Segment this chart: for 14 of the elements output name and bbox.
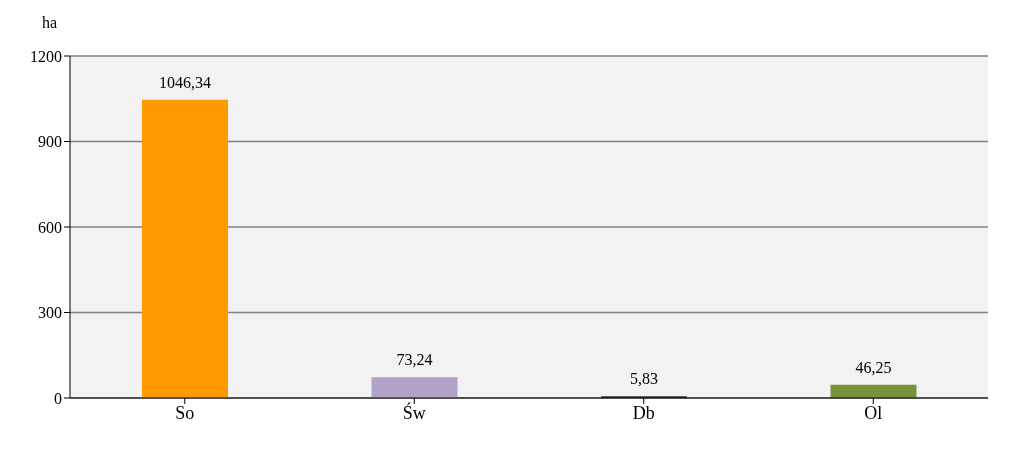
x-tick-label: Db [632, 402, 655, 423]
x-tick-label: So [175, 402, 195, 423]
y-tick-label: 0 [54, 389, 62, 407]
data-label: 46,25 [855, 358, 892, 376]
y-tick-label: 300 [38, 304, 62, 322]
data-label: 1046,34 [159, 73, 211, 91]
x-tick-label: Ol [864, 402, 883, 423]
x-tick-label: Św [402, 401, 426, 423]
data-label: 73,24 [396, 351, 433, 369]
y-tick-label: 600 [38, 218, 62, 236]
data-label: 5,83 [630, 370, 658, 388]
y-tick-label: 1200 [30, 47, 62, 65]
y-axis-title: ha [42, 14, 58, 32]
y-tick-label: 900 [38, 133, 62, 151]
